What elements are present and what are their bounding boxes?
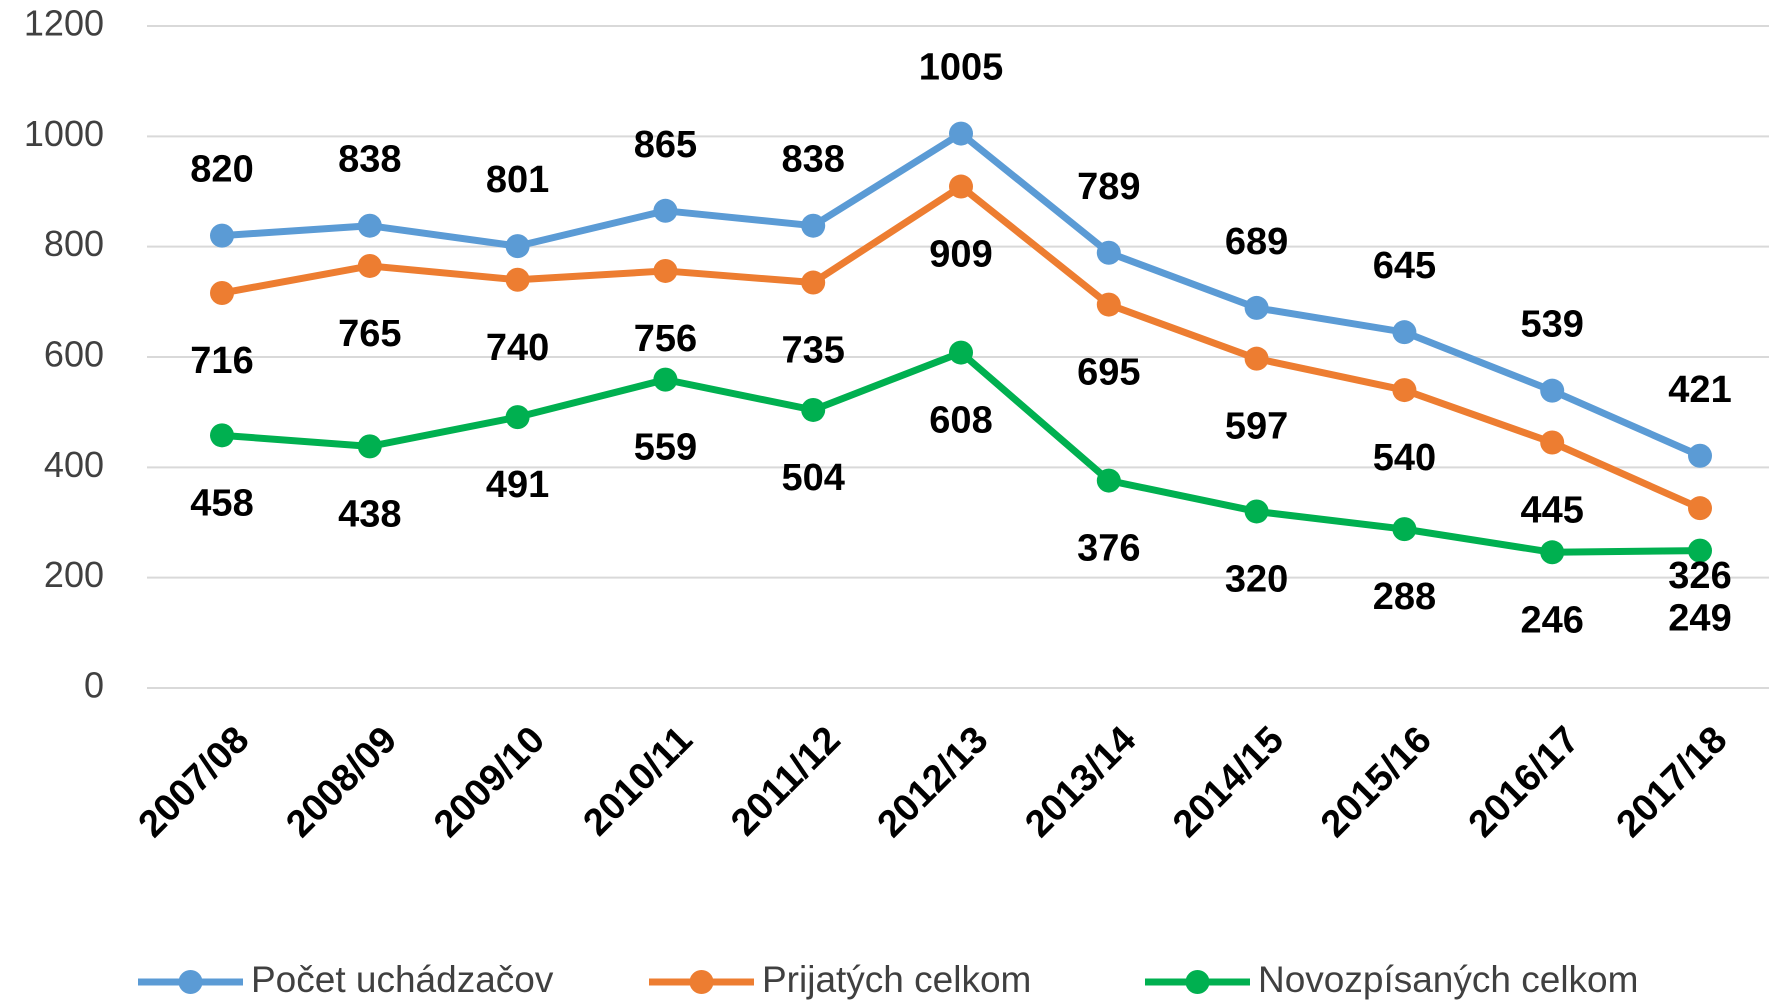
- data-label: 909: [929, 234, 992, 276]
- y-tick-label: 400: [44, 444, 104, 485]
- data-point: [1688, 538, 1712, 563]
- data-point: [1392, 378, 1417, 403]
- y-tick-label: 800: [44, 223, 104, 264]
- data-label: 689: [1225, 221, 1288, 263]
- data-point: [505, 267, 530, 292]
- data-point: [801, 270, 826, 295]
- y-tick-label: 0: [84, 665, 104, 706]
- legend-marker: [1185, 970, 1210, 994]
- data-label: 789: [1077, 166, 1140, 208]
- y-tick-label: 200: [44, 554, 104, 595]
- data-label: 740: [486, 327, 549, 369]
- x-tick-label: 2009/10: [426, 719, 553, 846]
- x-tick-label: 2010/11: [576, 719, 701, 844]
- data-point: [1540, 430, 1565, 455]
- data-label: 820: [190, 149, 253, 191]
- x-tick-label: 2013/14: [1017, 719, 1144, 846]
- data-point: [653, 198, 678, 223]
- data-point: [1688, 443, 1712, 468]
- data-label: 865: [634, 124, 697, 166]
- x-tick-label: 2007/08: [131, 719, 258, 846]
- y-tick-label: 600: [44, 334, 104, 375]
- data-point: [801, 397, 826, 422]
- data-label: 376: [1077, 528, 1140, 570]
- data-label: 801: [486, 159, 549, 201]
- data-point: [949, 340, 973, 365]
- data-point: [949, 121, 973, 146]
- data-point: [801, 213, 826, 238]
- legend-marker: [178, 970, 203, 994]
- data-label: 559: [634, 427, 697, 469]
- data-label: 246: [1520, 599, 1583, 641]
- data-label: 765: [338, 313, 401, 355]
- data-label: 438: [338, 493, 401, 535]
- data-label: 539: [1520, 304, 1583, 346]
- data-point: [1096, 240, 1121, 265]
- data-point: [505, 405, 530, 430]
- x-tick-label: 2016/17: [1461, 719, 1588, 846]
- data-point: [357, 434, 382, 459]
- data-point: [1688, 496, 1712, 521]
- data-label: 735: [781, 330, 844, 372]
- data-label: 504: [781, 457, 844, 499]
- legend-label: Novozpísaných celkom: [1258, 959, 1638, 1000]
- x-tick-label: 2015/16: [1313, 719, 1440, 846]
- data-label: 756: [634, 318, 697, 360]
- data-label: 249: [1668, 598, 1731, 640]
- data-point: [1244, 499, 1269, 524]
- data-point: [1540, 378, 1565, 403]
- data-label: 326: [1668, 555, 1731, 597]
- data-point: [1244, 346, 1269, 371]
- data-point: [357, 213, 382, 238]
- data-point: [210, 223, 234, 248]
- legend-marker: [689, 970, 714, 994]
- data-label: 288: [1373, 576, 1436, 618]
- x-tick-label: 2017/18: [1609, 719, 1736, 846]
- data-point: [1392, 517, 1417, 542]
- data-point: [210, 423, 234, 448]
- data-label: 716: [190, 340, 253, 382]
- data-label: 838: [338, 139, 401, 181]
- data-label: 458: [190, 482, 253, 524]
- data-point: [210, 281, 234, 306]
- data-label: 695: [1077, 352, 1140, 394]
- series-line: [218, 349, 1704, 556]
- x-tick-label: 2014/15: [1165, 719, 1292, 846]
- legend-label: Počet uchádzačov: [251, 959, 554, 1000]
- legend-label: Prijatých celkom: [762, 959, 1031, 1000]
- data-label: 540: [1373, 437, 1436, 479]
- y-tick-label: 1200: [24, 3, 104, 44]
- data-point: [653, 258, 678, 283]
- data-point: [1244, 295, 1269, 320]
- x-tick-label: 2012/13: [870, 719, 997, 846]
- data-label: 597: [1225, 406, 1288, 448]
- data-label: 320: [1225, 558, 1288, 600]
- x-tick-label: 2011/12: [723, 719, 848, 844]
- data-point: [357, 253, 382, 278]
- data-point: [1540, 540, 1565, 565]
- y-tick-label: 1000: [24, 113, 104, 154]
- data-point: [1392, 320, 1417, 345]
- data-label: 608: [929, 400, 992, 442]
- data-label: 421: [1668, 369, 1731, 411]
- data-point: [1096, 468, 1121, 493]
- x-tick-label: 2008/09: [278, 719, 405, 846]
- data-point: [505, 234, 530, 259]
- data-point: [653, 367, 678, 392]
- data-point: [949, 174, 973, 199]
- data-label: 1005: [919, 47, 1004, 89]
- data-label: 491: [486, 464, 549, 506]
- data-label: 645: [1373, 245, 1436, 287]
- data-point: [1096, 292, 1121, 317]
- data-label: 838: [781, 139, 844, 181]
- data-label: 445: [1520, 490, 1583, 532]
